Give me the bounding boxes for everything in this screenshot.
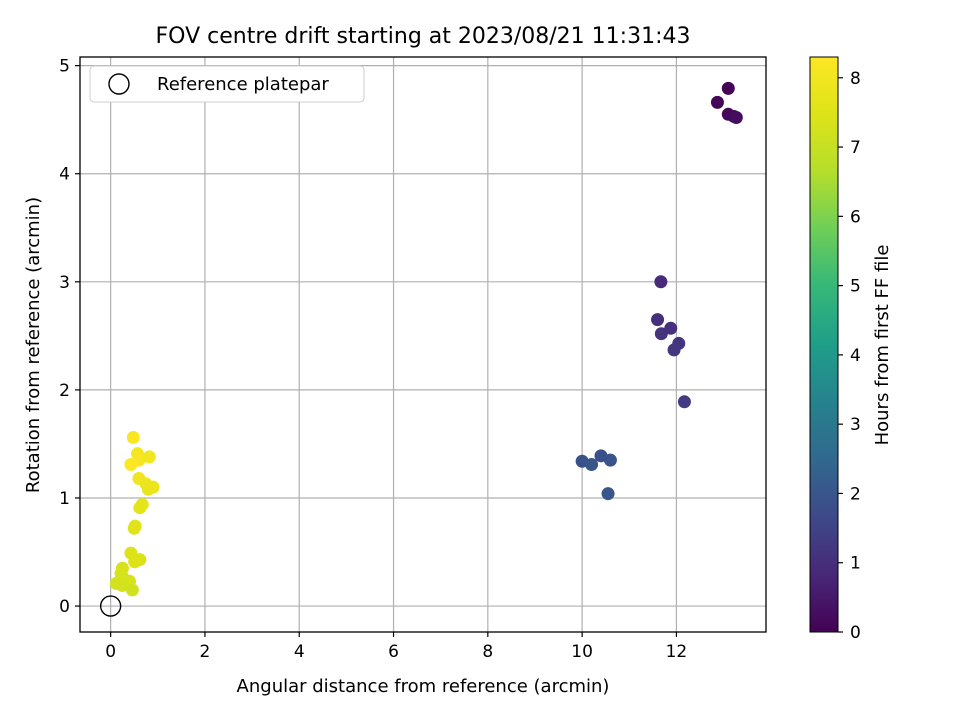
x-axis-label: Angular distance from reference (arcmin) bbox=[237, 676, 610, 697]
colorbar-tick-label: 4 bbox=[850, 346, 861, 366]
data-point bbox=[601, 487, 615, 501]
legend: Reference platepar bbox=[89, 65, 365, 103]
y-tick-label: 4 bbox=[59, 165, 70, 185]
x-tick-label: 8 bbox=[482, 642, 493, 662]
legend-box bbox=[89, 65, 365, 103]
points-layer bbox=[99, 81, 743, 617]
data-point bbox=[585, 457, 599, 471]
x-tick-label: 4 bbox=[294, 642, 305, 662]
y-tick-label: 2 bbox=[59, 381, 70, 401]
colorbar-tick-label: 8 bbox=[850, 69, 861, 89]
x-tick-label: 10 bbox=[571, 642, 593, 662]
colorbar-tick-label: 7 bbox=[850, 138, 861, 158]
colorbar-tick-label: 0 bbox=[850, 623, 861, 643]
data-point bbox=[126, 430, 140, 444]
y-tick-label: 0 bbox=[59, 597, 70, 617]
colorbar-tick-label: 3 bbox=[850, 415, 861, 435]
data-point bbox=[651, 313, 665, 327]
data-point bbox=[667, 343, 681, 357]
chart-title: FOV centre drift starting at 2023/08/21 … bbox=[156, 24, 691, 49]
data-point bbox=[133, 501, 147, 515]
x-tick-label: 2 bbox=[200, 642, 211, 662]
colorbar-tick-label: 2 bbox=[850, 484, 861, 504]
data-point bbox=[664, 321, 678, 335]
y-tick-label: 5 bbox=[59, 57, 70, 77]
colorbar-tick-label: 5 bbox=[850, 277, 861, 297]
data-point bbox=[654, 327, 668, 341]
x-tick-label: 0 bbox=[105, 642, 116, 662]
data-point bbox=[115, 579, 129, 593]
data-point bbox=[721, 81, 735, 95]
y-axis-label: Rotation from reference (arcmin) bbox=[23, 197, 44, 493]
y-tick-label: 1 bbox=[59, 489, 70, 509]
data-point bbox=[710, 95, 724, 109]
y-axis: 0 1 2 3 4 5 bbox=[59, 57, 80, 617]
colorbar-tick-label: 6 bbox=[850, 207, 861, 227]
data-point bbox=[141, 482, 155, 496]
colorbar-axis: 0 1 2 3 4 5 6 7 8 bbox=[838, 69, 861, 643]
data-point bbox=[125, 583, 139, 597]
data-point bbox=[729, 111, 743, 125]
data-point bbox=[128, 555, 142, 569]
legend-reference-marker bbox=[108, 73, 130, 95]
x-tick-label: 12 bbox=[666, 642, 688, 662]
colorbar bbox=[809, 56, 839, 633]
x-axis: 0 2 4 6 8 10 12 bbox=[105, 632, 687, 662]
y-tick-label: 3 bbox=[59, 273, 70, 293]
reference-platepar-marker bbox=[99, 595, 122, 617]
data-point bbox=[603, 453, 617, 467]
data-point bbox=[142, 450, 156, 464]
data-point bbox=[654, 275, 668, 289]
data-point bbox=[677, 395, 691, 409]
data-point bbox=[124, 457, 138, 471]
colorbar-label: Hours from first FF file bbox=[872, 245, 893, 446]
plot-frame bbox=[79, 56, 767, 633]
data-point bbox=[127, 521, 141, 535]
x-tick-label: 6 bbox=[388, 642, 399, 662]
colorbar-tick-label: 1 bbox=[850, 554, 861, 574]
grid-layer bbox=[80, 57, 766, 632]
legend-reference-label: Reference platepar bbox=[157, 74, 329, 95]
